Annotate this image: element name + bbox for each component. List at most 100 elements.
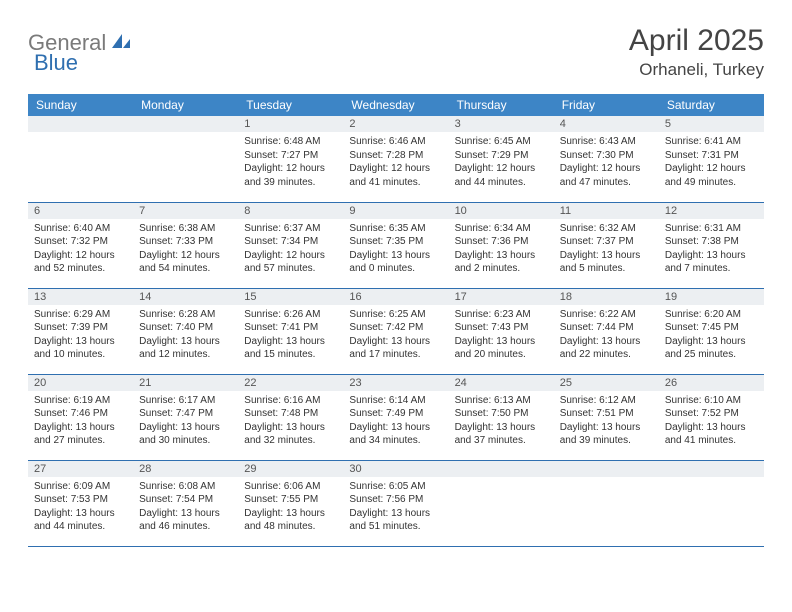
day-number: 15 <box>238 289 343 305</box>
day-data: Sunrise: 6:19 AMSunset: 7:46 PMDaylight:… <box>28 391 133 452</box>
day-data: Sunrise: 6:25 AMSunset: 7:42 PMDaylight:… <box>343 305 448 366</box>
weekday-header: Thursday <box>449 94 554 116</box>
day-number: 14 <box>133 289 238 305</box>
day-data: Sunrise: 6:40 AMSunset: 7:32 PMDaylight:… <box>28 219 133 280</box>
calendar-day-cell: 27Sunrise: 6:09 AMSunset: 7:53 PMDayligh… <box>28 460 133 546</box>
calendar-day-cell: 23Sunrise: 6:14 AMSunset: 7:49 PMDayligh… <box>343 374 448 460</box>
calendar-day-cell: 28Sunrise: 6:08 AMSunset: 7:54 PMDayligh… <box>133 460 238 546</box>
day-number: 11 <box>554 203 659 219</box>
weekday-header: Sunday <box>28 94 133 116</box>
calendar-day-cell: 12Sunrise: 6:31 AMSunset: 7:38 PMDayligh… <box>659 202 764 288</box>
day-number <box>659 461 764 477</box>
day-data: Sunrise: 6:45 AMSunset: 7:29 PMDaylight:… <box>449 132 554 193</box>
day-number: 24 <box>449 375 554 391</box>
day-data: Sunrise: 6:35 AMSunset: 7:35 PMDaylight:… <box>343 219 448 280</box>
calendar-table: SundayMondayTuesdayWednesdayThursdayFrid… <box>28 94 764 547</box>
day-data: Sunrise: 6:28 AMSunset: 7:40 PMDaylight:… <box>133 305 238 366</box>
day-number: 21 <box>133 375 238 391</box>
day-data <box>554 477 659 484</box>
weekday-header: Tuesday <box>238 94 343 116</box>
day-data: Sunrise: 6:17 AMSunset: 7:47 PMDaylight:… <box>133 391 238 452</box>
day-data: Sunrise: 6:06 AMSunset: 7:55 PMDaylight:… <box>238 477 343 538</box>
calendar-day-cell: 2Sunrise: 6:46 AMSunset: 7:28 PMDaylight… <box>343 116 448 202</box>
weekday-header: Wednesday <box>343 94 448 116</box>
calendar-day-cell: 4Sunrise: 6:43 AMSunset: 7:30 PMDaylight… <box>554 116 659 202</box>
day-data: Sunrise: 6:32 AMSunset: 7:37 PMDaylight:… <box>554 219 659 280</box>
calendar-day-cell: 17Sunrise: 6:23 AMSunset: 7:43 PMDayligh… <box>449 288 554 374</box>
day-data: Sunrise: 6:37 AMSunset: 7:34 PMDaylight:… <box>238 219 343 280</box>
calendar-day-cell: 5Sunrise: 6:41 AMSunset: 7:31 PMDaylight… <box>659 116 764 202</box>
calendar-day-cell: 25Sunrise: 6:12 AMSunset: 7:51 PMDayligh… <box>554 374 659 460</box>
day-number: 13 <box>28 289 133 305</box>
day-data: Sunrise: 6:10 AMSunset: 7:52 PMDaylight:… <box>659 391 764 452</box>
calendar-day-cell: 14Sunrise: 6:28 AMSunset: 7:40 PMDayligh… <box>133 288 238 374</box>
calendar-day-cell: 29Sunrise: 6:06 AMSunset: 7:55 PMDayligh… <box>238 460 343 546</box>
day-data: Sunrise: 6:22 AMSunset: 7:44 PMDaylight:… <box>554 305 659 366</box>
day-data: Sunrise: 6:48 AMSunset: 7:27 PMDaylight:… <box>238 132 343 193</box>
calendar-day-cell <box>133 116 238 202</box>
day-data: Sunrise: 6:34 AMSunset: 7:36 PMDaylight:… <box>449 219 554 280</box>
day-data <box>449 477 554 484</box>
day-data: Sunrise: 6:31 AMSunset: 7:38 PMDaylight:… <box>659 219 764 280</box>
day-data: Sunrise: 6:08 AMSunset: 7:54 PMDaylight:… <box>133 477 238 538</box>
calendar-day-cell: 8Sunrise: 6:37 AMSunset: 7:34 PMDaylight… <box>238 202 343 288</box>
calendar-day-cell: 1Sunrise: 6:48 AMSunset: 7:27 PMDaylight… <box>238 116 343 202</box>
day-data <box>133 132 238 139</box>
calendar-day-cell: 3Sunrise: 6:45 AMSunset: 7:29 PMDaylight… <box>449 116 554 202</box>
calendar-body: 1Sunrise: 6:48 AMSunset: 7:27 PMDaylight… <box>28 116 764 546</box>
weekday-header: Friday <box>554 94 659 116</box>
day-number: 19 <box>659 289 764 305</box>
calendar-day-cell: 26Sunrise: 6:10 AMSunset: 7:52 PMDayligh… <box>659 374 764 460</box>
calendar-week-row: 20Sunrise: 6:19 AMSunset: 7:46 PMDayligh… <box>28 374 764 460</box>
calendar-day-cell: 22Sunrise: 6:16 AMSunset: 7:48 PMDayligh… <box>238 374 343 460</box>
day-number <box>449 461 554 477</box>
calendar-day-cell <box>28 116 133 202</box>
calendar-day-cell: 16Sunrise: 6:25 AMSunset: 7:42 PMDayligh… <box>343 288 448 374</box>
day-number: 22 <box>238 375 343 391</box>
day-data: Sunrise: 6:12 AMSunset: 7:51 PMDaylight:… <box>554 391 659 452</box>
day-number: 26 <box>659 375 764 391</box>
calendar-day-cell: 6Sunrise: 6:40 AMSunset: 7:32 PMDaylight… <box>28 202 133 288</box>
calendar-day-cell: 19Sunrise: 6:20 AMSunset: 7:45 PMDayligh… <box>659 288 764 374</box>
day-number: 27 <box>28 461 133 477</box>
calendar-day-cell: 15Sunrise: 6:26 AMSunset: 7:41 PMDayligh… <box>238 288 343 374</box>
day-number: 6 <box>28 203 133 219</box>
calendar-day-cell <box>449 460 554 546</box>
sail-icon <box>110 32 132 55</box>
day-data: Sunrise: 6:38 AMSunset: 7:33 PMDaylight:… <box>133 219 238 280</box>
calendar-day-cell: 7Sunrise: 6:38 AMSunset: 7:33 PMDaylight… <box>133 202 238 288</box>
title-block: April 2025 Orhaneli, Turkey <box>629 24 764 80</box>
calendar-week-row: 1Sunrise: 6:48 AMSunset: 7:27 PMDaylight… <box>28 116 764 202</box>
day-data: Sunrise: 6:26 AMSunset: 7:41 PMDaylight:… <box>238 305 343 366</box>
calendar-day-cell <box>659 460 764 546</box>
day-number: 9 <box>343 203 448 219</box>
day-number: 12 <box>659 203 764 219</box>
day-number: 5 <box>659 116 764 132</box>
day-number: 8 <box>238 203 343 219</box>
day-data: Sunrise: 6:23 AMSunset: 7:43 PMDaylight:… <box>449 305 554 366</box>
day-number: 29 <box>238 461 343 477</box>
day-data: Sunrise: 6:43 AMSunset: 7:30 PMDaylight:… <box>554 132 659 193</box>
day-number: 2 <box>343 116 448 132</box>
day-number: 10 <box>449 203 554 219</box>
day-number: 25 <box>554 375 659 391</box>
day-data: Sunrise: 6:09 AMSunset: 7:53 PMDaylight:… <box>28 477 133 538</box>
weekday-header: Saturday <box>659 94 764 116</box>
day-number <box>28 116 133 132</box>
day-data: Sunrise: 6:05 AMSunset: 7:56 PMDaylight:… <box>343 477 448 538</box>
day-number: 3 <box>449 116 554 132</box>
day-number: 4 <box>554 116 659 132</box>
calendar-day-cell: 13Sunrise: 6:29 AMSunset: 7:39 PMDayligh… <box>28 288 133 374</box>
calendar-header-row: SundayMondayTuesdayWednesdayThursdayFrid… <box>28 94 764 116</box>
weekday-header: Monday <box>133 94 238 116</box>
calendar-day-cell: 20Sunrise: 6:19 AMSunset: 7:46 PMDayligh… <box>28 374 133 460</box>
calendar-day-cell: 11Sunrise: 6:32 AMSunset: 7:37 PMDayligh… <box>554 202 659 288</box>
day-data <box>28 132 133 139</box>
location: Orhaneli, Turkey <box>629 60 764 80</box>
day-number: 1 <box>238 116 343 132</box>
day-number: 30 <box>343 461 448 477</box>
day-number: 23 <box>343 375 448 391</box>
calendar-day-cell: 10Sunrise: 6:34 AMSunset: 7:36 PMDayligh… <box>449 202 554 288</box>
day-number <box>133 116 238 132</box>
day-number: 17 <box>449 289 554 305</box>
